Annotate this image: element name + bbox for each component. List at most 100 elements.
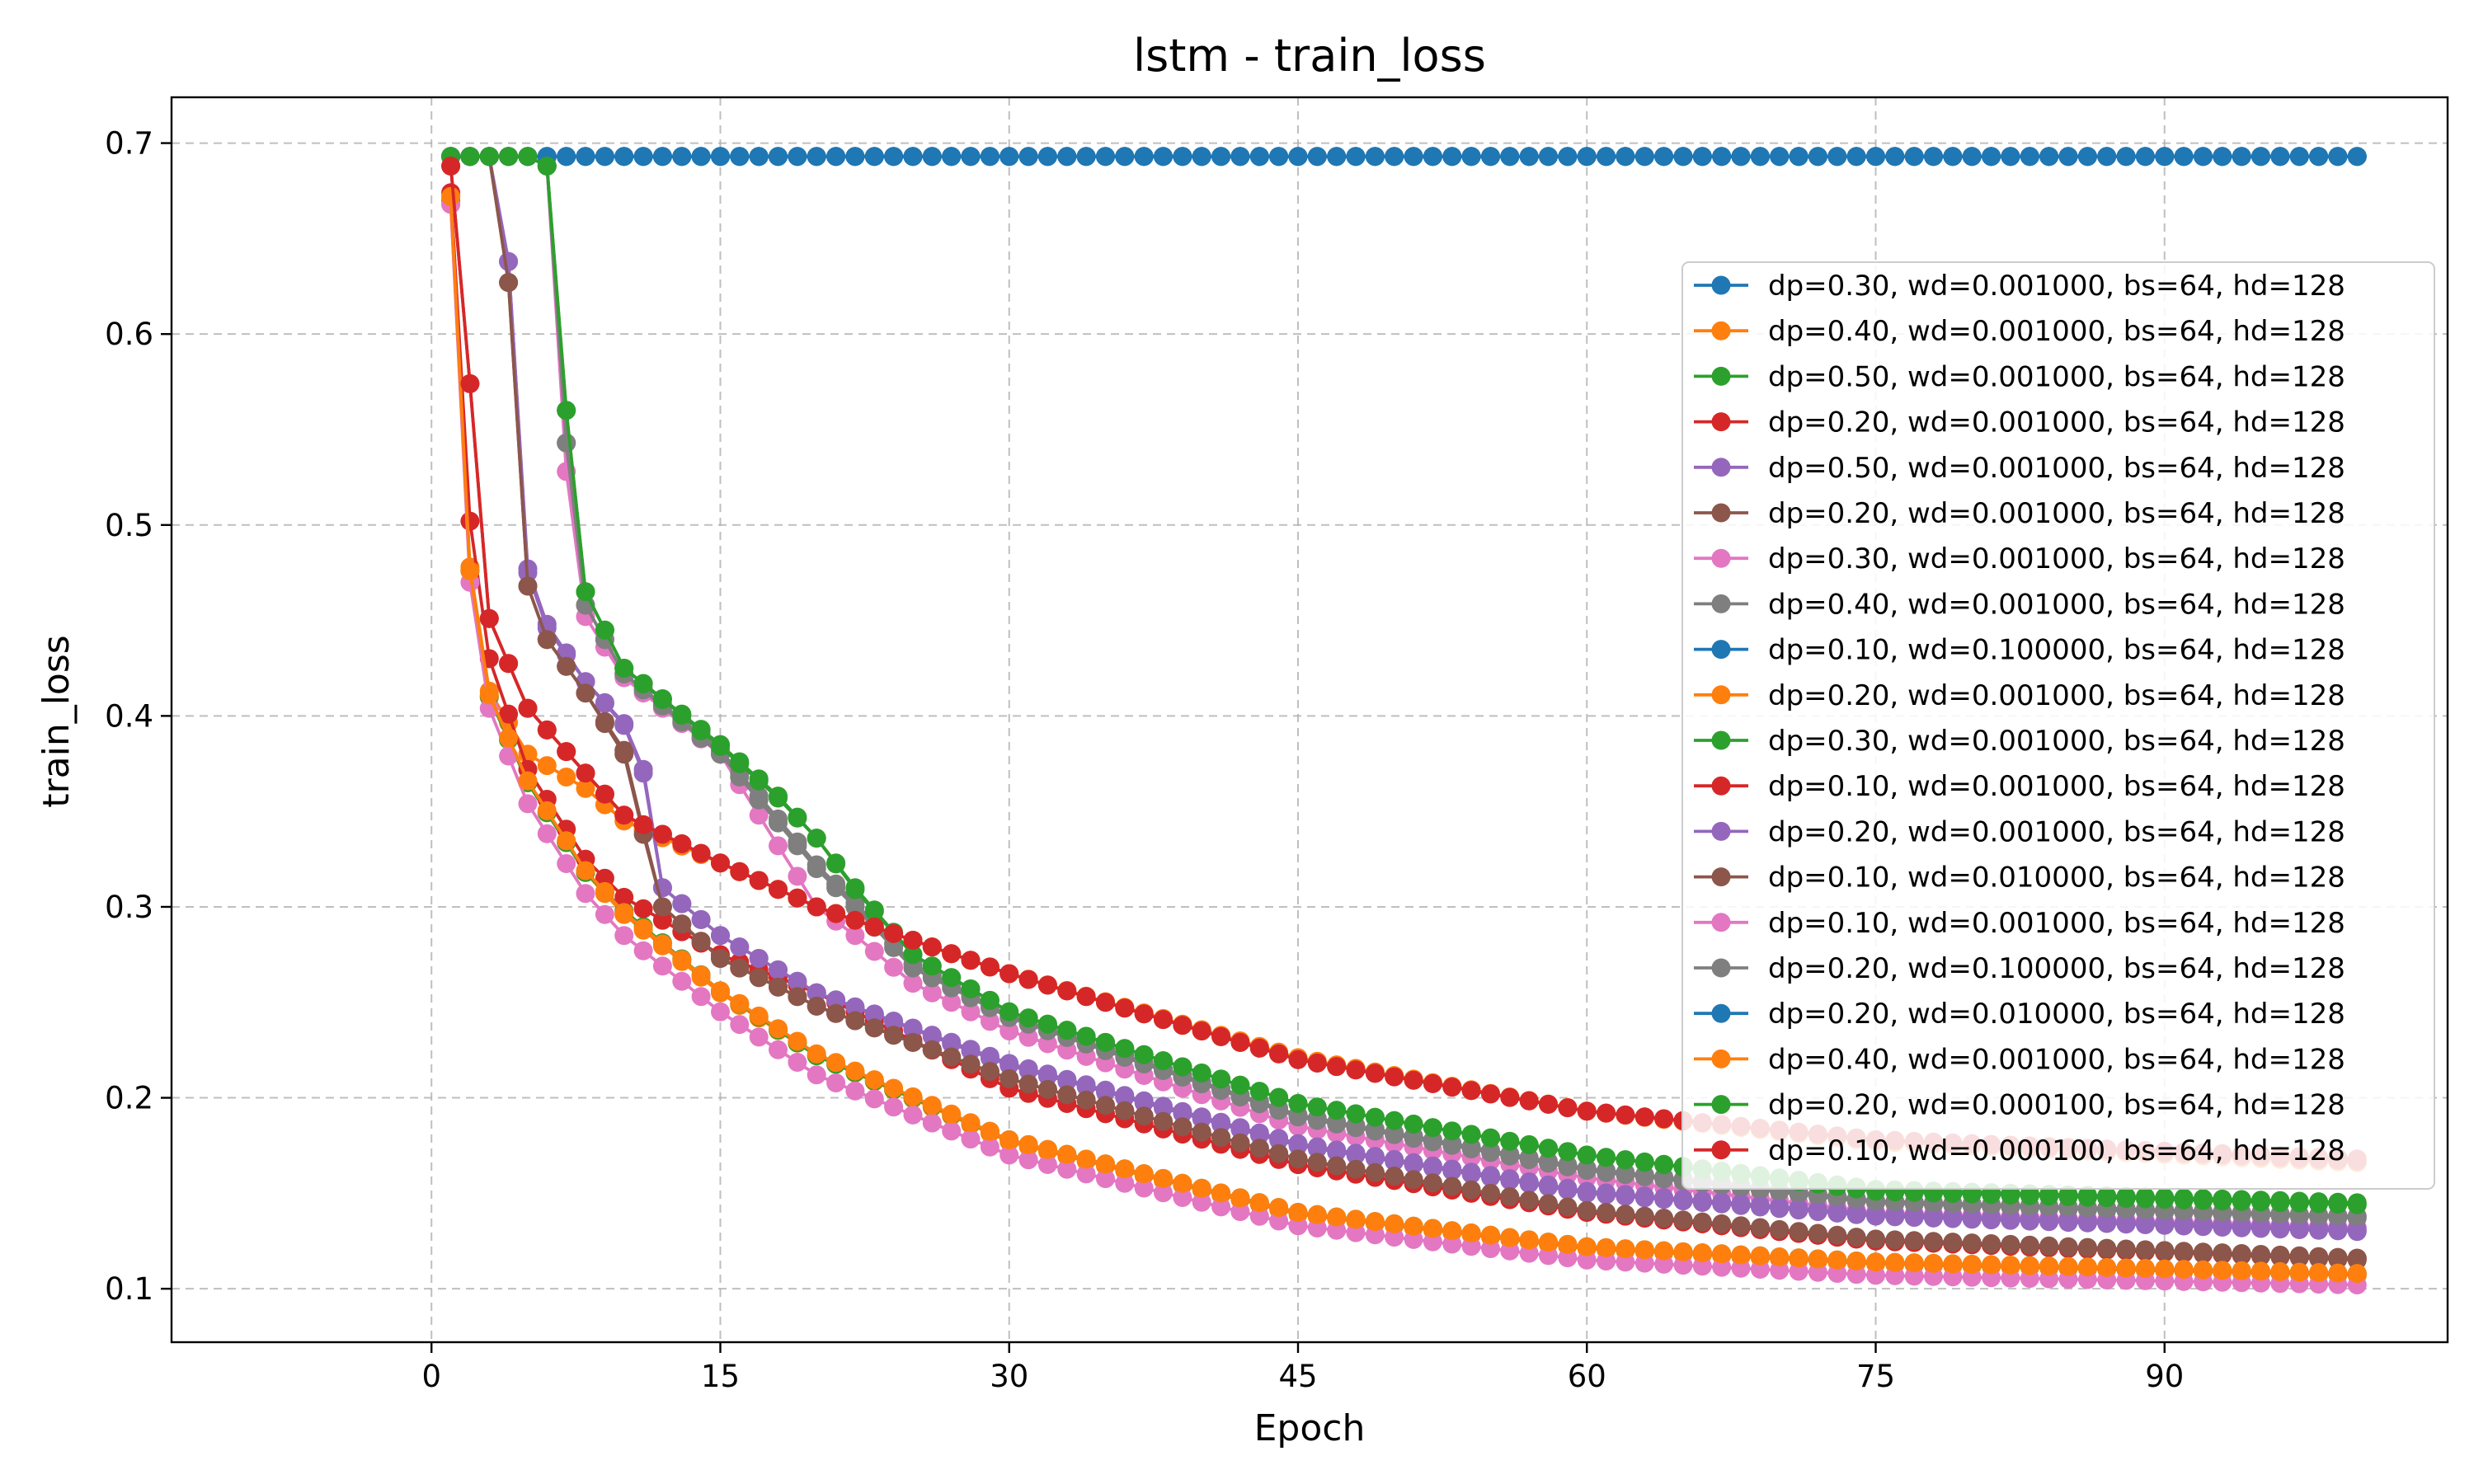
data-point [1307,1153,1327,1172]
data-point [1673,1242,1693,1261]
legend-item: dp=0.30, wd=0.001000, bs=64, hd=128 [1694,270,2345,303]
data-point [1037,1064,1057,1084]
data-point [1442,1176,1462,1196]
data-point [1634,1107,1654,1127]
data-point [2174,1242,2194,1261]
data-point [1519,147,1539,167]
data-point [922,1026,942,1045]
legend-item: dp=0.50, wd=0.001000, bs=64, hd=128 [1694,360,2345,393]
data-point [1712,1192,1732,1212]
data-point [1230,1188,1250,1208]
data-point [2001,1234,2020,1254]
data-point [1904,1266,1924,1286]
data-point [1404,1153,1423,1172]
data-point [1269,1087,1289,1107]
data-point [1982,1255,2001,1275]
data-point [980,1046,999,1066]
data-point [2020,1235,2039,1255]
data-point [1385,1228,1404,1247]
data-point [1962,1267,1982,1287]
data-point [2251,1261,2270,1281]
data-point [1134,1164,1154,1184]
data-point [595,881,614,901]
data-point [1712,1257,1732,1277]
data-point [1057,1069,1077,1089]
data-point [614,147,634,167]
data-point [1673,147,1693,167]
data-point [460,147,480,167]
data-point [1731,147,1751,167]
data-point [2020,1186,2039,1205]
data-point [903,147,923,167]
data-point [1249,1123,1269,1143]
data-point [1597,1252,1616,1271]
data-point [2039,1210,2059,1229]
series-line [450,154,2358,1207]
data-point [2020,1256,2039,1275]
data-point [2058,1256,2078,1276]
data-point [1134,147,1154,167]
data-point [961,1002,981,1021]
data-point [1519,1190,1539,1210]
data-point [1519,1091,1539,1111]
data-point [1173,1101,1192,1121]
legend-label: dp=0.20, wd=0.010000, bs=64, hd=128 [1768,998,2345,1031]
data-point [1037,1079,1057,1099]
data-point [1692,1190,1712,1210]
data-point [2194,1260,2213,1280]
x-tick-label: 75 [1856,1359,1895,1394]
data-point [1365,1225,1385,1245]
data-point [1962,1255,1982,1274]
legend-item: dp=0.10, wd=0.001000, bs=64, hd=128 [1694,907,2345,940]
data-point [460,561,480,580]
data-point [1365,1212,1385,1232]
data-point [1269,1198,1289,1218]
plot-frame [170,96,2449,1344]
data-point [1577,1101,1597,1121]
data-point [1558,1248,1578,1268]
data-point [1288,1094,1308,1113]
data-point [1346,1209,1366,1229]
data-point [537,756,557,776]
data-point [1866,147,1885,167]
data-point [1539,1094,1558,1114]
data-point [1423,1232,1442,1252]
legend-item: dp=0.20, wd=0.001000, bs=64, hd=128 [1694,815,2345,848]
data-point [1269,1044,1289,1064]
legend-label: dp=0.20, wd=0.100000, bs=64, hd=128 [1768,952,2345,985]
data-point [999,1054,1019,1073]
data-point [1866,1229,1885,1249]
data-point [749,771,769,791]
data-point [942,1047,962,1067]
legend-swatch-marker [1711,913,1731,932]
data-point [652,690,672,709]
data-point [1616,1205,1635,1224]
data-point [826,990,846,1010]
data-point [807,1065,826,1085]
data-point [711,926,730,946]
series-17 [441,147,2367,167]
data-point [807,983,826,1003]
data-point [1770,147,1790,167]
data-point [1249,1082,1269,1101]
data-point [576,147,595,167]
data-point [1423,1173,1442,1193]
data-point [2135,1240,2155,1260]
data-point [2270,1261,2290,1281]
data-point [922,983,942,1003]
data-point [614,903,634,923]
data-point [1115,1086,1135,1106]
data-point [1346,1223,1366,1242]
data-point [595,784,614,804]
data-point [1173,1188,1192,1207]
data-point [595,868,614,888]
data-point [2058,1187,2078,1206]
data-point [557,401,576,420]
data-point [826,1053,846,1073]
data-point [460,511,480,531]
data-point [557,742,576,762]
data-point [1154,1111,1173,1131]
data-point [2077,1237,2097,1257]
data-point [730,993,750,1013]
data-point [769,809,788,829]
